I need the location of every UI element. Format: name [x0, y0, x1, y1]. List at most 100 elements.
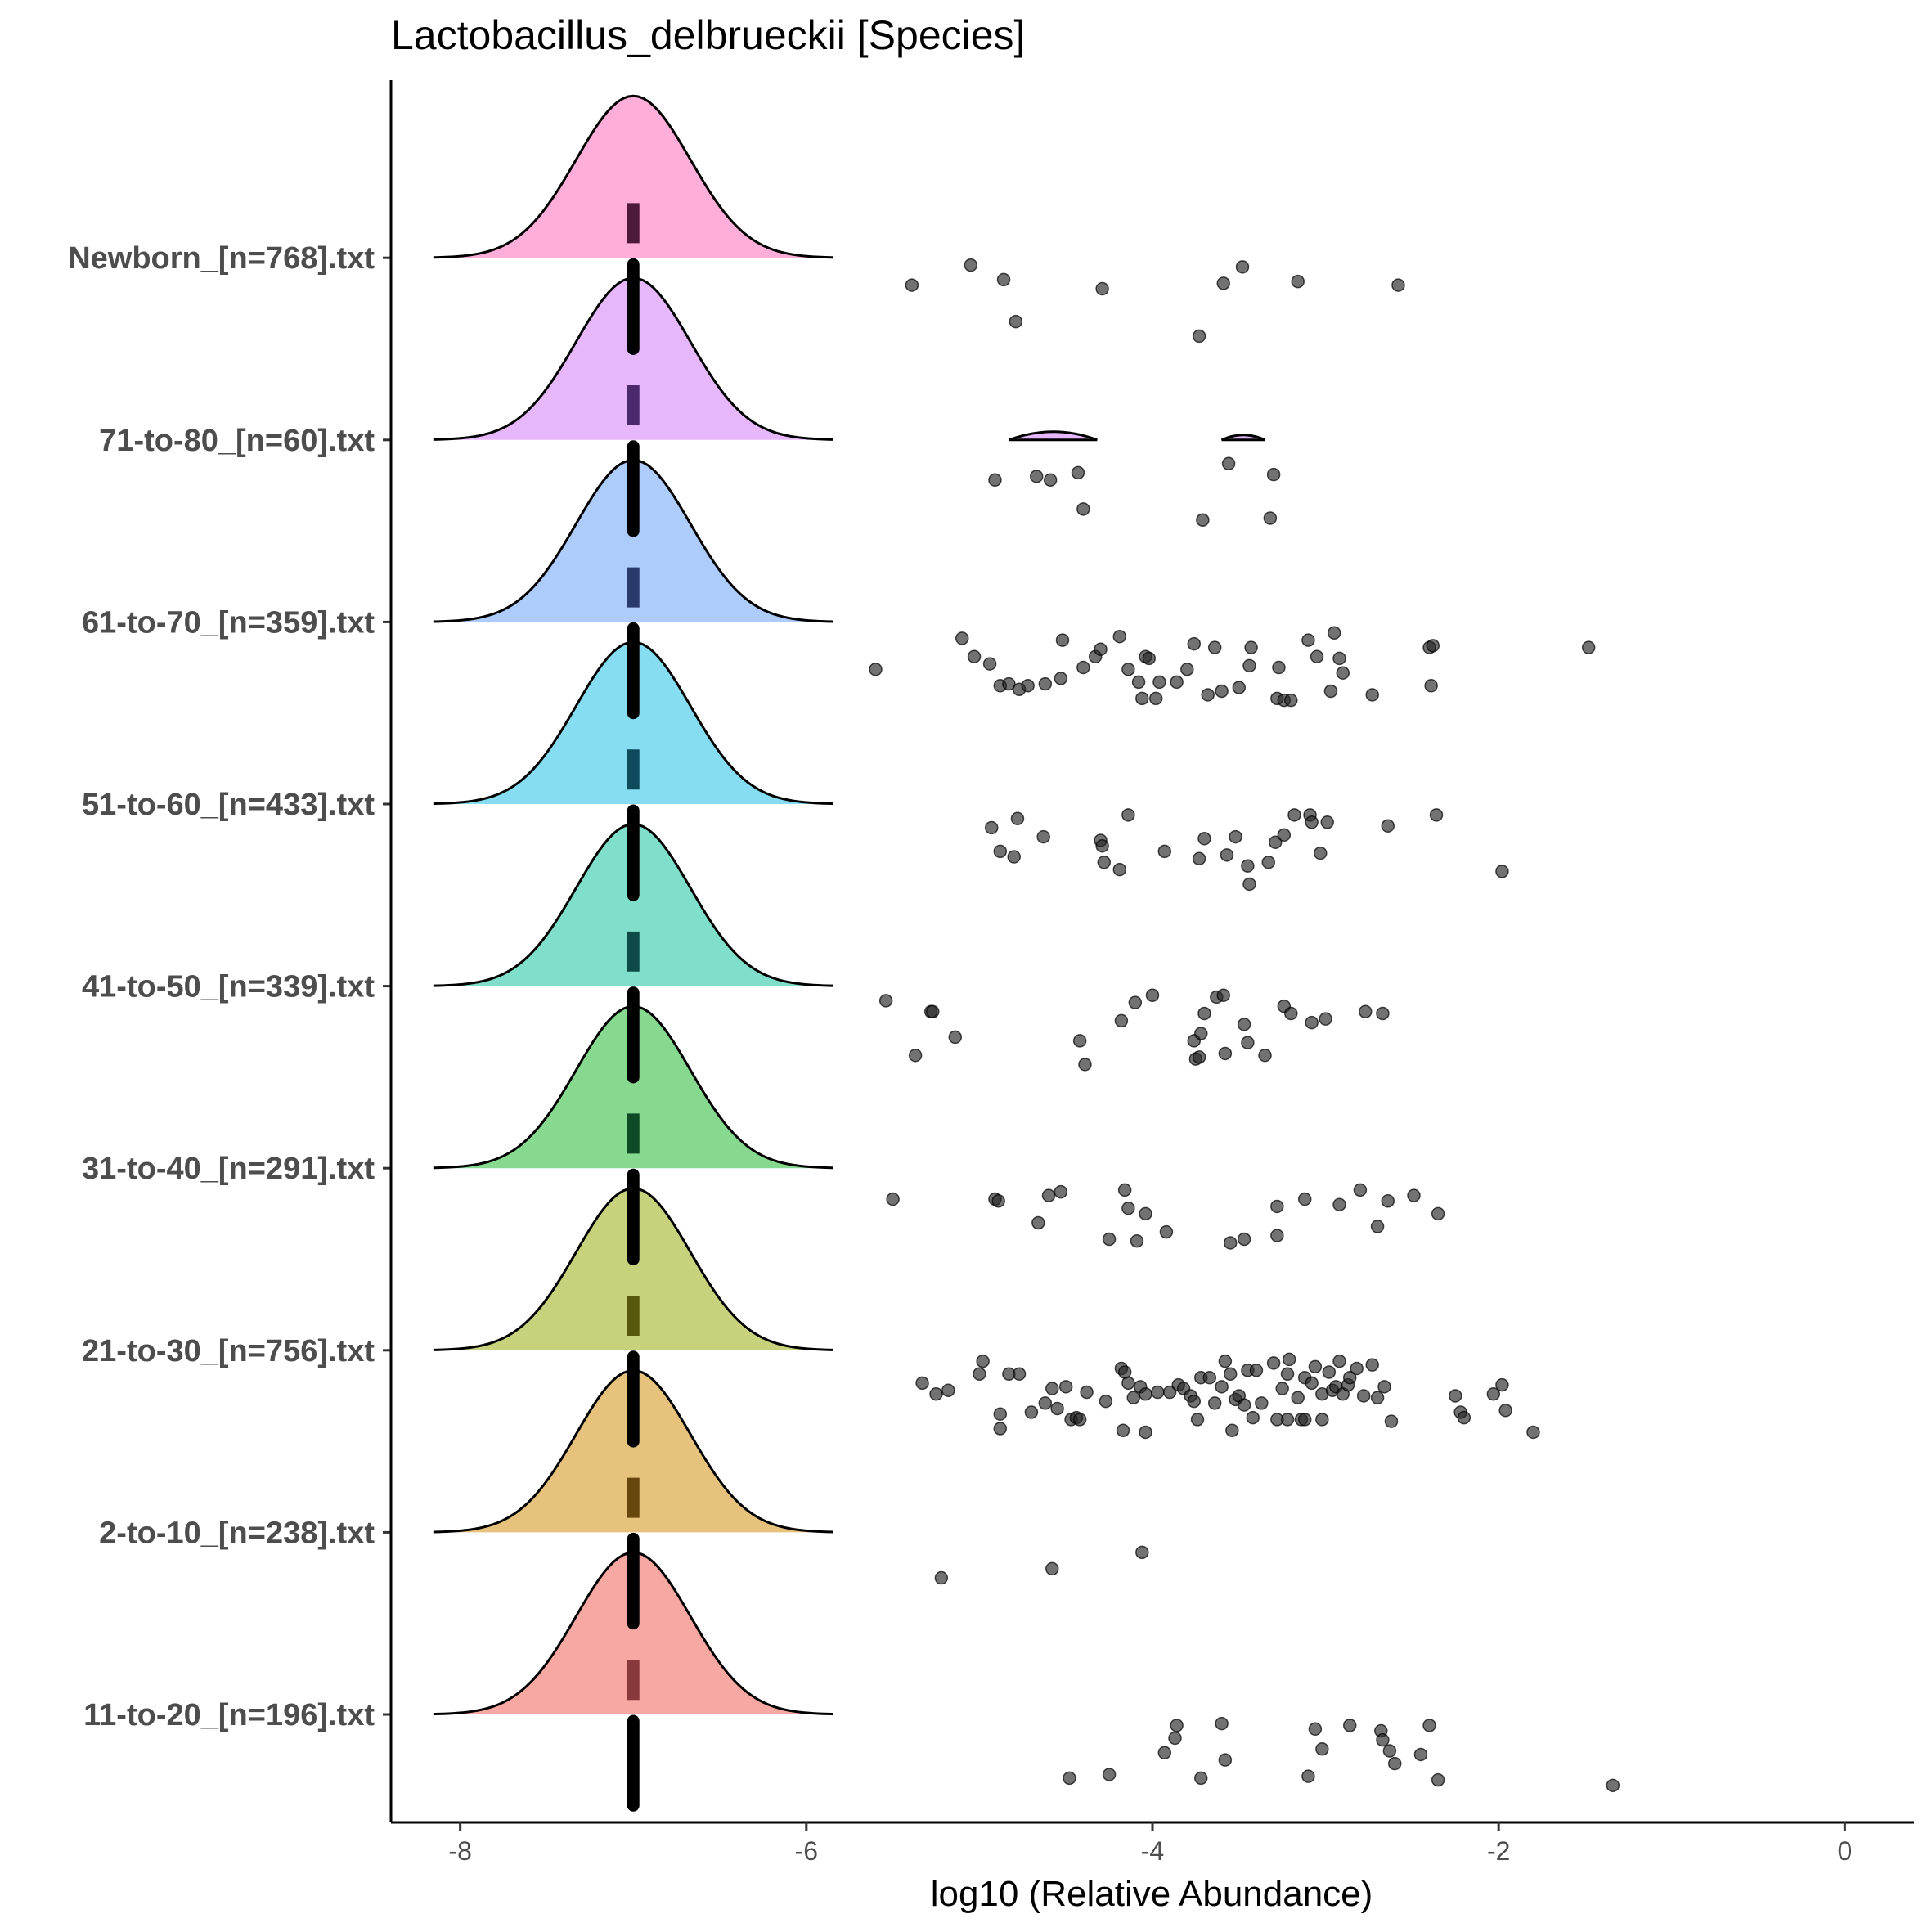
data-point — [908, 1048, 923, 1063]
data-point — [1342, 1719, 1357, 1732]
data-point — [1151, 1385, 1165, 1400]
data-point — [1157, 1746, 1172, 1759]
data-point — [1323, 684, 1338, 699]
y-tick-label: 11-to-20_[n=196].txt — [83, 1698, 375, 1732]
data-point — [1193, 1771, 1208, 1786]
data-point — [1359, 1004, 1373, 1019]
density-fill-7 — [433, 277, 833, 440]
density-tail-7-0 — [1008, 430, 1098, 442]
data-point — [1190, 1413, 1205, 1427]
data-point — [1094, 642, 1108, 657]
data-point — [1376, 1732, 1390, 1747]
data-point — [1170, 675, 1184, 690]
data-point — [1297, 1192, 1312, 1206]
data-point — [1244, 640, 1258, 654]
data-point — [934, 1570, 949, 1585]
data-point — [1275, 1382, 1289, 1395]
jitter-point-layer — [869, 258, 1620, 1793]
data-point — [1284, 693, 1298, 708]
data-point — [1301, 633, 1315, 647]
data-point — [1261, 855, 1276, 869]
data-point — [1145, 988, 1160, 1002]
data-point — [1135, 691, 1149, 706]
data-point — [1327, 626, 1341, 640]
data-point — [1162, 1385, 1177, 1400]
data-point — [1072, 1413, 1087, 1427]
data-point — [1301, 1769, 1315, 1783]
data-point — [1382, 1744, 1397, 1758]
x-tick-label: 0 — [1837, 1836, 1852, 1866]
data-point — [1031, 1215, 1045, 1230]
data-point — [1139, 1386, 1152, 1401]
data-point — [1095, 838, 1109, 853]
data-point — [926, 1004, 940, 1019]
data-point — [1121, 1201, 1135, 1215]
data-point — [1193, 1027, 1208, 1040]
data-point — [1131, 675, 1146, 690]
data-point — [1282, 1352, 1296, 1367]
density-fill-4 — [433, 824, 833, 986]
data-point — [1486, 1386, 1501, 1401]
data-point — [1055, 633, 1070, 647]
data-point — [1270, 1229, 1284, 1242]
data-point — [1038, 1396, 1053, 1410]
data-point — [1258, 1048, 1272, 1063]
density-fill-5 — [433, 642, 833, 804]
data-point — [1365, 688, 1379, 702]
data-point — [1135, 1545, 1149, 1560]
data-point — [1266, 467, 1281, 482]
y-tick-label: 71-to-80_[n=60].txt — [99, 424, 375, 458]
data-point — [1242, 877, 1256, 892]
data-point — [1130, 1233, 1144, 1248]
data-point — [988, 473, 1002, 487]
data-point — [1381, 1194, 1395, 1208]
data-point — [1002, 676, 1016, 691]
data-point — [1242, 658, 1256, 673]
data-point — [1426, 639, 1440, 653]
x-tick-label: -2 — [1487, 1836, 1510, 1866]
data-point — [1112, 862, 1127, 877]
data-point — [991, 1194, 1005, 1208]
data-point — [1216, 276, 1231, 290]
data-point — [1291, 1391, 1305, 1404]
axes-layer — [383, 80, 1914, 1831]
data-point — [1424, 679, 1438, 693]
data-point — [1297, 1413, 1312, 1427]
data-point — [1054, 672, 1068, 685]
data-point — [1237, 1018, 1251, 1031]
data-point — [1237, 1232, 1251, 1247]
data-point — [1128, 995, 1143, 1009]
data-point — [1024, 1405, 1039, 1419]
data-point — [1192, 329, 1206, 344]
data-point — [1218, 1046, 1233, 1061]
data-point — [1263, 511, 1278, 525]
data-point — [1187, 636, 1202, 651]
data-point — [1232, 681, 1247, 694]
y-tick-label: 61-to-70_[n=359].txt — [82, 605, 375, 640]
data-point — [1112, 629, 1127, 644]
data-point — [1045, 1561, 1059, 1576]
data-point — [1223, 1367, 1238, 1381]
data-point — [1353, 1183, 1368, 1197]
data-point — [1291, 274, 1305, 289]
data-point — [967, 649, 982, 663]
y-tick-label: 21-to-30_[n=756].txt — [82, 1334, 375, 1368]
data-point — [1010, 811, 1025, 826]
data-point — [1237, 1398, 1251, 1412]
data-point — [1308, 1359, 1323, 1374]
density-fill-1 — [433, 1370, 833, 1533]
data-point — [1241, 1036, 1255, 1049]
data-point — [1215, 1380, 1229, 1394]
data-point — [1038, 676, 1053, 691]
density-fill-2 — [433, 1188, 833, 1350]
data-point — [1370, 1220, 1385, 1233]
data-point — [1218, 1354, 1233, 1368]
data-point — [915, 1376, 929, 1391]
data-point — [1581, 640, 1596, 654]
data-point — [1076, 660, 1090, 675]
x-tick-labels: -8 -6 -4 -2 0 — [448, 1836, 1852, 1866]
data-point — [1336, 666, 1350, 680]
data-point — [1170, 1719, 1184, 1732]
data-point — [1007, 850, 1021, 864]
